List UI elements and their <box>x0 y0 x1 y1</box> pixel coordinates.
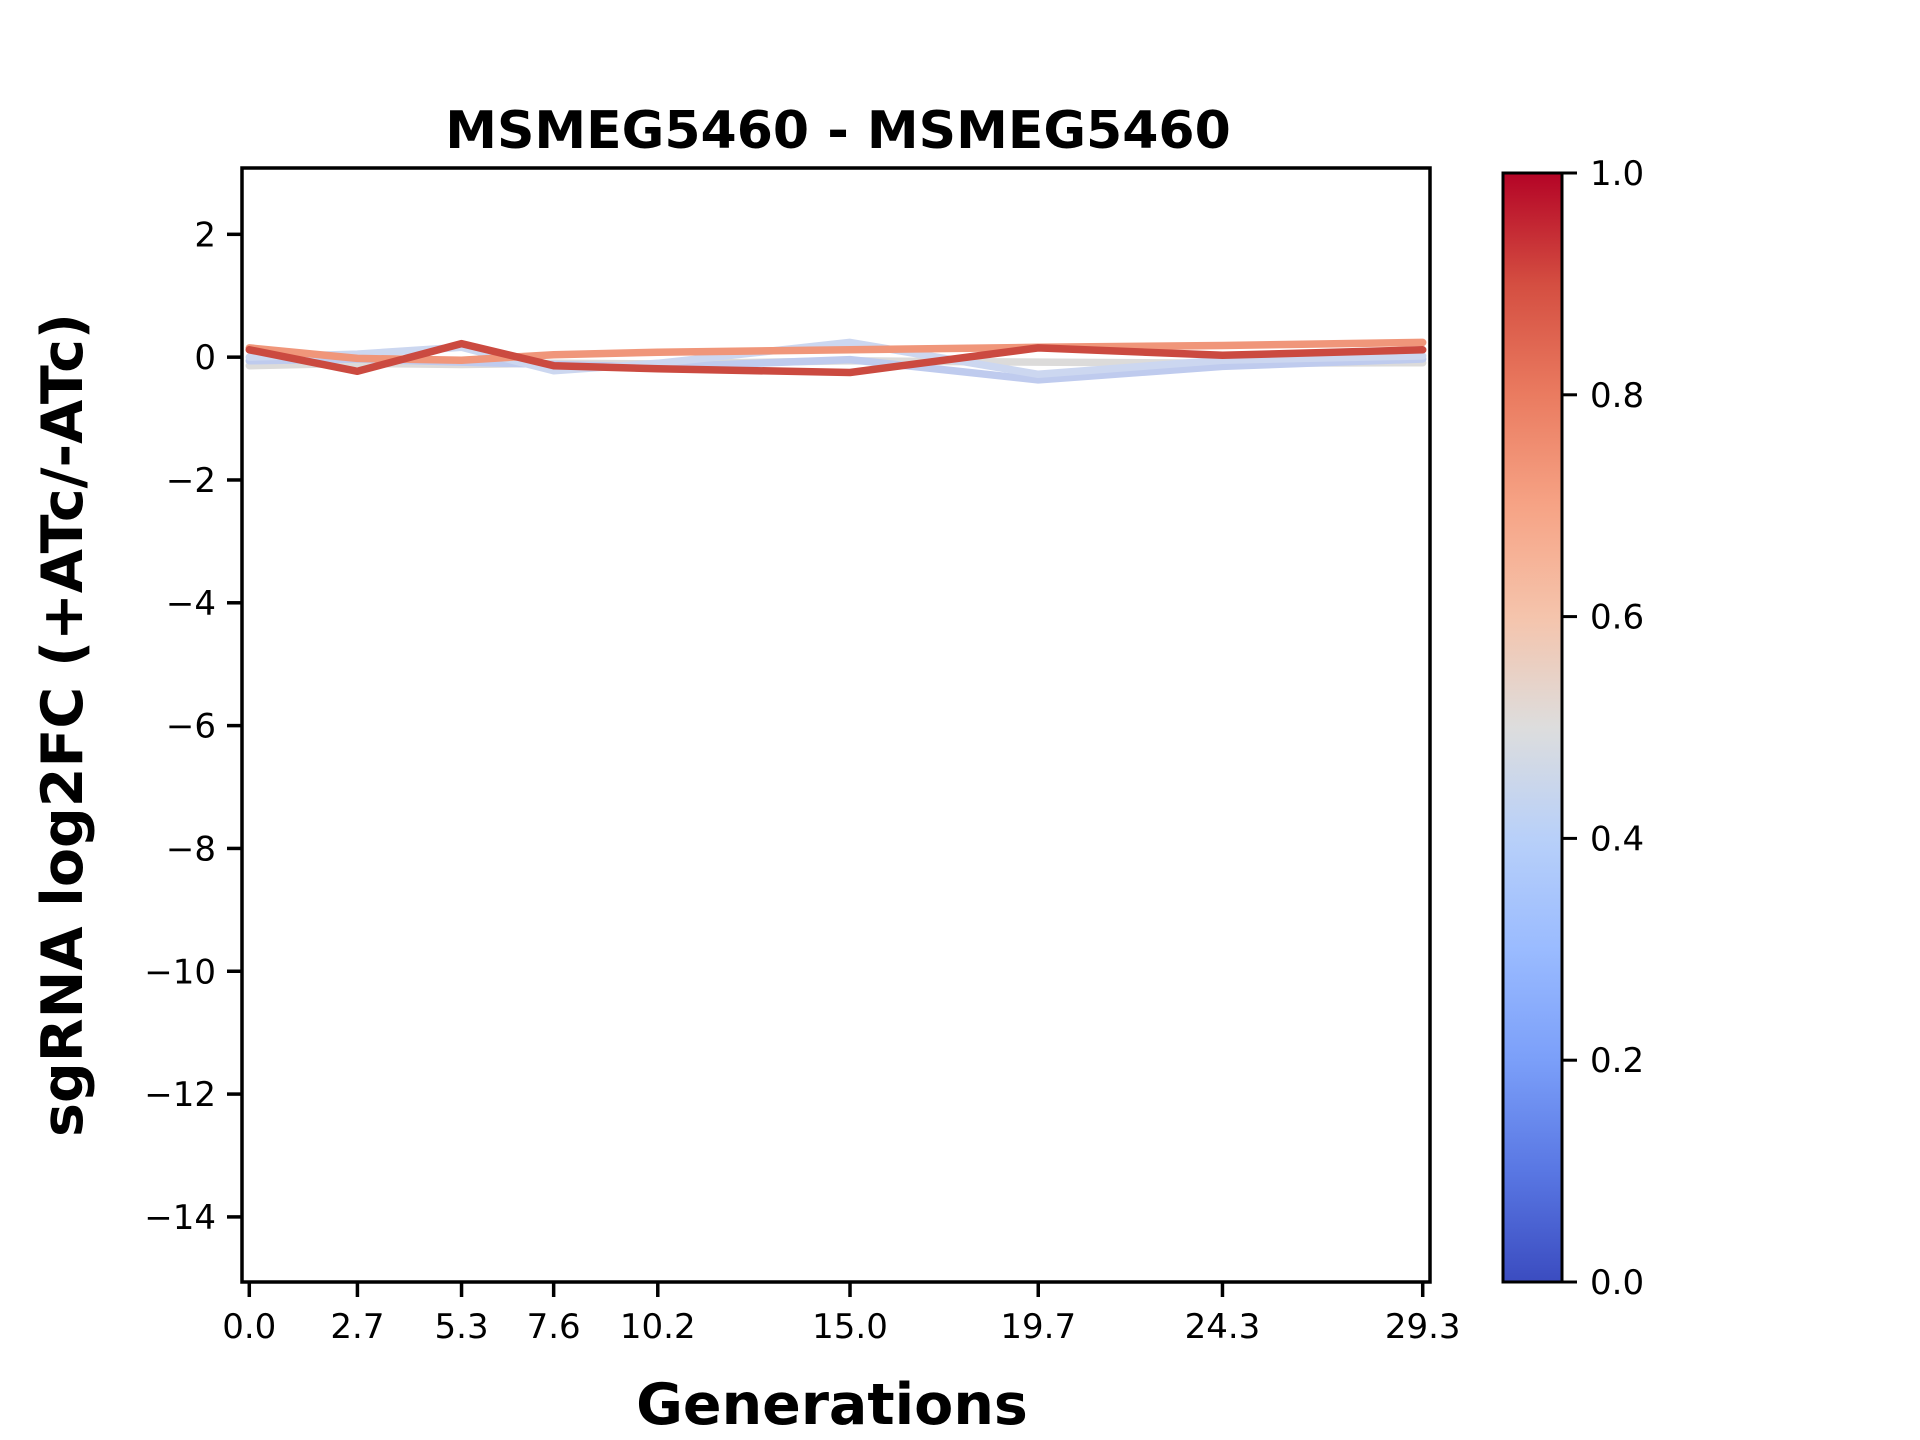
colorbar-tick-label: 0.0 <box>1590 1263 1644 1303</box>
chart-title: MSMEG5460 - MSMEG5460 <box>445 101 1231 161</box>
colorbar-border <box>1501 171 1564 1284</box>
x-tick-label: 5.3 <box>435 1307 489 1347</box>
x-tick-label: 15.0 <box>812 1307 888 1347</box>
y-axis-label: sgRNA log2FC (+ATc/-ATc) <box>30 313 96 1137</box>
x-axis-label: Generations <box>636 1372 1028 1438</box>
y-tick-label: −14 <box>144 1198 216 1238</box>
y-tick-label: −8 <box>166 829 216 869</box>
plot-border <box>240 166 1432 1284</box>
y-tick-label: −4 <box>166 584 216 624</box>
y-tick-label: −6 <box>166 707 216 747</box>
colorbar-gradient <box>1503 173 1562 1282</box>
colorbar-tick-label: 0.6 <box>1590 598 1644 638</box>
series-lines-layer <box>245 338 1427 384</box>
colorbar-tick-label: 0.2 <box>1590 1041 1644 1081</box>
x-tick-label: 10.2 <box>620 1307 696 1347</box>
colorbar-tick-label: 0.4 <box>1590 819 1644 859</box>
y-tick-label: −10 <box>144 952 216 992</box>
colorbar-layer: 1.0 0.8 0.6 0.4 0.2 0.0 <box>1501 154 1644 1303</box>
x-tick-label: 29.3 <box>1385 1307 1461 1347</box>
y-tick-label: 0 <box>194 338 216 378</box>
y-tick-label: −12 <box>144 1075 216 1115</box>
y-tick-label: 2 <box>194 215 216 255</box>
colorbar-tick-label: 1.0 <box>1590 154 1644 194</box>
series-line-sgrna-trace-red <box>245 339 1427 377</box>
x-tick-label: 7.6 <box>527 1307 581 1347</box>
axes-layer: 0.0 2.7 5.3 7.6 10.2 15.0 19.7 24.3 29.3 2 0 −2 −4 −6… <box>144 166 1461 1347</box>
x-tick-label: 24.3 <box>1185 1307 1261 1347</box>
x-tick-label: 2.7 <box>330 1307 384 1347</box>
x-tick-label: 0.0 <box>222 1307 276 1347</box>
series-line-sgrna-trace-blue-light <box>245 338 1427 379</box>
y-tick-label: −2 <box>166 461 216 501</box>
x-tick-label: 19.7 <box>1000 1307 1076 1347</box>
colorbar-tick-label: 0.8 <box>1590 376 1644 416</box>
